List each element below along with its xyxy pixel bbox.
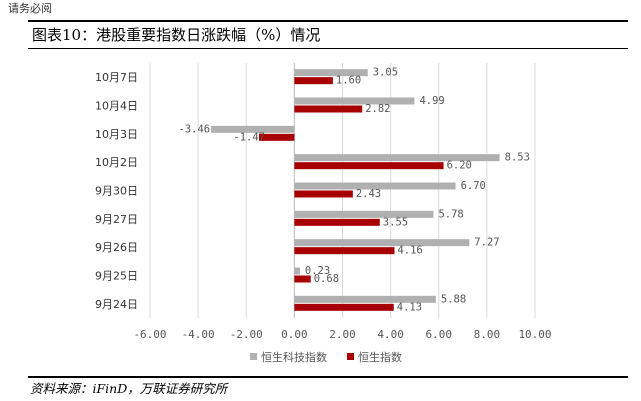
data-label: 0.68 <box>314 273 339 285</box>
data-label: 1.60 <box>336 75 361 87</box>
data-label: 3.05 <box>373 67 398 79</box>
data-label: 6.20 <box>447 160 472 172</box>
bar <box>259 133 295 141</box>
x-tick-label: -4.00 <box>182 328 215 341</box>
data-label: 2.43 <box>356 188 381 200</box>
data-label: 0.23 <box>305 265 330 277</box>
bar <box>294 295 436 303</box>
bar <box>294 190 353 198</box>
source-top-rule <box>28 376 628 378</box>
data-label: 4.16 <box>397 245 422 257</box>
data-label: 2.82 <box>365 103 390 115</box>
bar <box>294 267 300 275</box>
x-tick-label: -2.00 <box>230 328 263 341</box>
bar <box>294 247 395 255</box>
data-label: 6.70 <box>461 180 486 192</box>
bar <box>294 218 380 226</box>
bar <box>294 303 394 311</box>
x-tick-label: 2.00 <box>329 328 356 341</box>
data-label: 4.99 <box>419 95 444 107</box>
bar <box>294 105 363 113</box>
category-label: 9月27日 <box>95 213 138 226</box>
legend-swatch <box>250 353 257 360</box>
data-label: 5.88 <box>441 293 466 305</box>
x-tick-label: 10.00 <box>518 328 551 341</box>
data-label: 3.55 <box>383 216 408 228</box>
bar <box>294 239 470 247</box>
x-tick-label: 4.00 <box>377 328 404 341</box>
bar <box>294 97 415 105</box>
category-label: 9月24日 <box>95 298 138 311</box>
data-label: 4.13 <box>397 301 422 313</box>
source-note: 资料来源：iFinD，万联证券研究所 <box>30 381 228 396</box>
category-label: 10月2日 <box>95 156 138 169</box>
bar <box>294 77 333 85</box>
title-top-rule <box>28 20 628 22</box>
page-top-text: 请务必阅 <box>8 2 52 15</box>
bar <box>294 69 368 77</box>
data-label: 8.53 <box>505 152 530 164</box>
bar <box>294 154 500 162</box>
legend-label: 恒生指数 <box>358 350 402 364</box>
x-tick-label: 6.00 <box>426 328 453 341</box>
category-label: 10月7日 <box>95 71 138 84</box>
legend-label: 恒生科技指数 <box>261 350 327 364</box>
category-label: 9月30日 <box>95 185 138 198</box>
category-label: 9月25日 <box>95 270 138 283</box>
x-tick-label: 0.00 <box>281 328 308 341</box>
category-label: 10月4日 <box>95 100 138 113</box>
data-label: -3.46 <box>179 123 211 135</box>
x-tick-label: 8.00 <box>474 328 501 341</box>
category-label: 9月26日 <box>95 241 138 254</box>
category-label: 10月3日 <box>95 128 138 141</box>
legend-swatch <box>347 353 354 360</box>
title-bottom-rule <box>28 48 628 49</box>
data-label: 5.78 <box>438 208 463 220</box>
data-label: -1.47 <box>233 131 265 143</box>
data-label: 7.27 <box>474 237 499 249</box>
bar <box>294 182 456 190</box>
bar <box>211 125 295 133</box>
bar <box>294 210 434 218</box>
x-tick-label: -6.00 <box>133 328 166 341</box>
bar <box>294 162 444 170</box>
figure-title: 图表10：港股重要指数日涨跌幅（%）情况 <box>32 26 321 44</box>
bar <box>294 275 311 283</box>
